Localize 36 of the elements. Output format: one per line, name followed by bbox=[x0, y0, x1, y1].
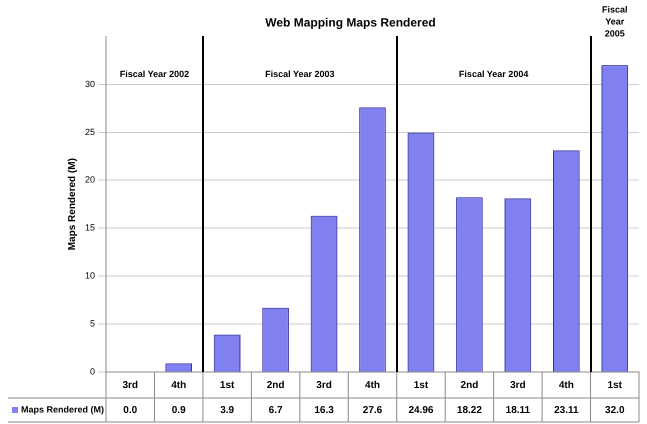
data-label: 0.0 bbox=[123, 404, 138, 416]
x-tick-label: 1st bbox=[414, 380, 429, 391]
data-label: 0.9 bbox=[172, 404, 186, 416]
x-tick-label: 3rd bbox=[122, 380, 138, 391]
x-tick-label: 2nd bbox=[460, 380, 478, 391]
annotation: Fiscal Year 2005 bbox=[602, 4, 628, 38]
legend-label: Maps Rendered (M) bbox=[21, 404, 104, 414]
data-label: 18.22 bbox=[456, 404, 482, 416]
data-label: 24.96 bbox=[408, 404, 434, 416]
annotation: Fiscal Year 2004 bbox=[458, 68, 528, 79]
y-axis-title: Maps Rendered (M) bbox=[66, 158, 78, 250]
y-tick-label: 0 bbox=[90, 366, 96, 376]
annotation: Fiscal Year 2003 bbox=[265, 68, 335, 79]
y-tick-label: 20 bbox=[84, 174, 96, 185]
x-tick-label: 4th bbox=[558, 380, 574, 391]
data-label: 3.9 bbox=[220, 404, 235, 416]
x-tick-label: 4th bbox=[171, 380, 186, 391]
data-label: 23.11 bbox=[554, 404, 579, 416]
data-label: 6.7 bbox=[268, 404, 283, 416]
y-tick-label: 10 bbox=[84, 270, 96, 281]
y-tick-label: 5 bbox=[90, 318, 96, 329]
annotation: Fiscal Year 2002 bbox=[120, 68, 190, 79]
chart-title: Web Mapping Maps Rendered bbox=[265, 16, 436, 30]
data-label: 27.6 bbox=[362, 404, 383, 416]
x-tick-label: 1st bbox=[608, 380, 623, 391]
y-tick-label: 30 bbox=[84, 78, 96, 89]
x-tick-label: 3rd bbox=[510, 380, 526, 391]
data-label: 32.0 bbox=[605, 404, 625, 416]
x-tick-label: 2nd bbox=[266, 380, 284, 391]
y-tick-label: 25 bbox=[84, 126, 96, 137]
x-tick-label: 4th bbox=[365, 380, 380, 391]
data-label: 16.3 bbox=[314, 404, 334, 416]
y-tick-label: 15 bbox=[84, 222, 96, 233]
data-label: 18.11 bbox=[506, 404, 531, 416]
x-tick-label: 1st bbox=[220, 380, 236, 391]
x-tick-label: 3rd bbox=[316, 380, 332, 391]
